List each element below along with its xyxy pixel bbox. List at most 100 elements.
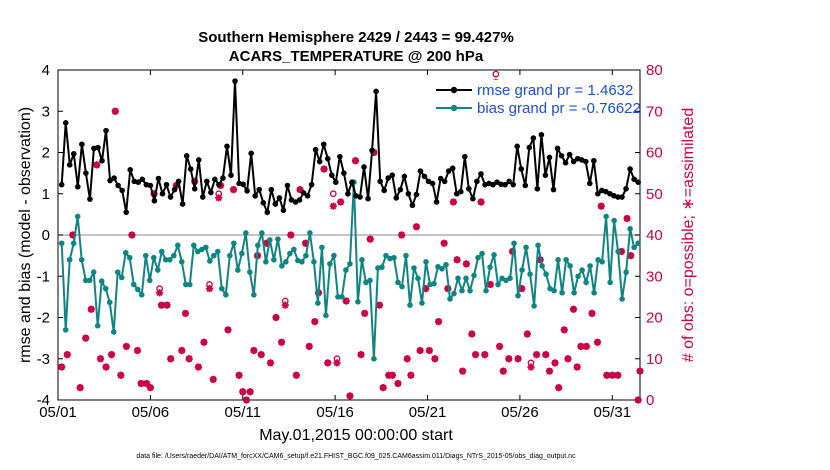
bias-point (235, 267, 241, 273)
obs-assimilated-marker (542, 351, 550, 359)
bias-point (303, 252, 309, 259)
rmse-point (179, 201, 186, 207)
bias-point (459, 287, 465, 294)
obs-assimilated-marker (569, 305, 578, 313)
rmse-point (337, 153, 343, 160)
obs-assimilated-marker (263, 239, 271, 247)
bias-point (527, 271, 533, 277)
obs-assimilated-marker (514, 355, 522, 363)
rmse-point (333, 179, 339, 185)
y-right-tick-label: 10 (646, 351, 663, 368)
rmse-point (522, 182, 529, 189)
rmse-point (320, 141, 327, 148)
rmse-point (312, 146, 319, 153)
obs-assimilated-marker (200, 338, 208, 346)
obs-assimilated-marker (477, 198, 485, 206)
bias-point (543, 271, 549, 277)
bias-point (531, 303, 537, 309)
bias-point (307, 230, 313, 236)
bias-point (186, 281, 193, 288)
bias-point (170, 252, 177, 259)
rmse-point (474, 178, 480, 185)
obs-assimilated-marker (239, 388, 247, 396)
obs-assimilated-marker (551, 359, 559, 367)
obs-assimilated-marker (388, 371, 397, 379)
obs-assimilated-marker (588, 309, 596, 317)
obs-assimilated-marker (107, 351, 116, 359)
obs-assimilated-marker (209, 375, 217, 383)
rmse-point (58, 181, 65, 188)
rmse-point (566, 151, 573, 158)
bias-point (158, 248, 165, 255)
obs-assimilated-marker (523, 330, 531, 338)
rmse-point (127, 167, 134, 173)
legend-rmse-label: rmse grand pr = 1.4632 (477, 82, 633, 99)
y-tick-label: -4 (37, 392, 50, 409)
obs-assimilated-marker (385, 371, 393, 379)
rmse-point (530, 135, 537, 141)
obs-assimilated-marker (564, 355, 572, 363)
legend-bias-marker (450, 104, 458, 112)
rmse-point (276, 195, 283, 201)
obs-assimilated-marker (545, 367, 554, 375)
rmse-point (417, 168, 424, 174)
bias-point (423, 259, 429, 265)
obs-possible-marker (492, 70, 500, 78)
bias-point (207, 258, 213, 264)
bias-point (579, 267, 585, 273)
rmse-point (510, 181, 516, 188)
data-file-footnote: data file: /Users/raeder/DAI/ATM_forcXX/… (136, 453, 576, 460)
obs-assimilated-marker (224, 326, 232, 334)
obs-assimilated-marker (272, 313, 280, 322)
bias-point (70, 240, 77, 247)
obs-assimilated-marker (366, 235, 374, 243)
obs-assimilated-marker (462, 260, 470, 268)
bias-point (443, 261, 449, 268)
obs-possible-marker (329, 190, 337, 198)
rmse-line (60, 81, 639, 216)
legend-background (432, 80, 628, 122)
obs-assimilated-marker (229, 186, 238, 194)
rmse-point (377, 178, 383, 185)
bias-point (74, 213, 81, 220)
rmse-point (562, 160, 569, 166)
y-tick-label: 3 (42, 103, 50, 120)
obs-assimilated-marker (573, 363, 581, 371)
rmse-point (199, 194, 206, 200)
rmse-point (252, 193, 258, 199)
rmse-point (534, 186, 541, 192)
bias-point (114, 269, 121, 275)
bias-point (455, 275, 461, 282)
rmse-point (373, 88, 379, 95)
rmse-point (212, 176, 218, 183)
rmse-point (538, 131, 545, 138)
obs-assimilated-marker (361, 309, 369, 317)
rmse-point (409, 202, 416, 209)
bias-point (86, 277, 93, 284)
obs-assimilated-marker (505, 355, 513, 363)
rmse-point (316, 158, 323, 165)
bias-point (591, 289, 597, 296)
rmse-point (570, 158, 577, 165)
rmse-point (328, 172, 335, 178)
obs-assimilated-marker (191, 177, 199, 185)
bias-point (166, 256, 173, 263)
bias-point (311, 259, 317, 265)
y-right-tick-label: 60 (646, 145, 663, 162)
bias-point (403, 252, 409, 259)
obs-assimilated-marker (122, 342, 130, 350)
rmse-point (405, 190, 412, 197)
obs-assimilated-marker (242, 396, 251, 404)
rmse-point (151, 197, 158, 204)
bias-point (399, 283, 405, 290)
rmse-point (421, 173, 428, 180)
obs-assimilated-marker (324, 359, 332, 367)
obs-assimilated-marker (205, 285, 214, 293)
obs-assimilated-marker (235, 371, 243, 379)
bias-point (559, 289, 565, 296)
rmse-point (240, 181, 246, 188)
bias-point (555, 256, 561, 263)
bias-point (106, 299, 113, 306)
legend-bias-label: bias grand pr = -0.76622 (477, 100, 641, 117)
bias-series (58, 179, 641, 362)
